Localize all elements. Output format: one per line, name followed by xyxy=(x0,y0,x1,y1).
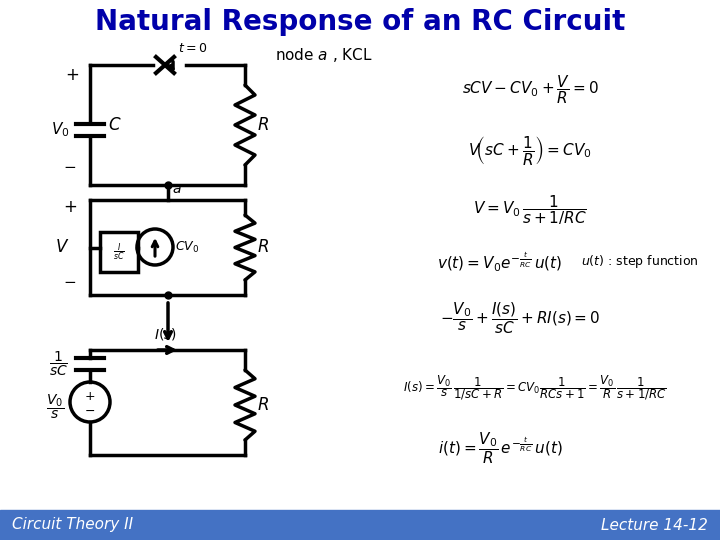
Text: $CV_0$: $CV_0$ xyxy=(175,239,199,254)
Text: $I(s) = \dfrac{V_0}{s}\,\dfrac{1}{1/sC + R} = CV_0\dfrac{1}{RCs+1} = \dfrac{V_0}: $I(s) = \dfrac{V_0}{s}\,\dfrac{1}{1/sC +… xyxy=(403,374,667,402)
Bar xyxy=(0,510,720,540)
Text: $V = V_0\,\dfrac{1}{s + 1/RC}$: $V = V_0\,\dfrac{1}{s + 1/RC}$ xyxy=(473,193,587,227)
Text: $+$: $+$ xyxy=(65,66,79,84)
Text: $+$: $+$ xyxy=(84,390,96,403)
Text: $\dfrac{1}{sC}$: $\dfrac{1}{sC}$ xyxy=(48,350,68,378)
Text: $-\dfrac{V_0}{s} + \dfrac{I(s)}{sC} + RI(s) = 0$: $-\dfrac{V_0}{s} + \dfrac{I(s)}{sC} + RI… xyxy=(440,300,600,336)
Text: Lecture 14-12: Lecture 14-12 xyxy=(601,517,708,532)
Text: $u(t)$ : step function: $u(t)$ : step function xyxy=(581,253,699,271)
Text: $-$: $-$ xyxy=(84,403,96,416)
Text: Circuit Theory II: Circuit Theory II xyxy=(12,517,133,532)
Text: $+$: $+$ xyxy=(63,198,77,216)
Text: $R$: $R$ xyxy=(257,239,269,256)
Text: $I(s)$: $I(s)$ xyxy=(153,326,176,342)
Text: $sCV - CV_0 + \dfrac{V}{R} = 0$: $sCV - CV_0 + \dfrac{V}{R} = 0$ xyxy=(462,73,598,106)
Text: $R$: $R$ xyxy=(257,116,269,134)
Text: $V_0$: $V_0$ xyxy=(50,120,69,139)
Text: node $a$ , KCL: node $a$ , KCL xyxy=(275,46,373,64)
Text: $V$: $V$ xyxy=(55,239,69,256)
Text: $V\!\left(sC + \dfrac{1}{R}\right) = CV_0$: $V\!\left(sC + \dfrac{1}{R}\right) = CV_… xyxy=(468,133,592,166)
Text: $i(t) = \dfrac{V_0}{R}\,e^{-\frac{t}{RC}}\,u(t)$: $i(t) = \dfrac{V_0}{R}\,e^{-\frac{t}{RC}… xyxy=(438,430,562,465)
Text: $\dfrac{V_0}{s}$: $\dfrac{V_0}{s}$ xyxy=(46,393,64,421)
Text: $-$: $-$ xyxy=(63,273,76,288)
Text: $v(t) = V_0 e^{-\frac{t}{RC}}\, u(t)$: $v(t) = V_0 e^{-\frac{t}{RC}}\, u(t)$ xyxy=(437,251,562,274)
Text: $R$: $R$ xyxy=(257,396,269,414)
Bar xyxy=(100,232,138,272)
Text: $a$: $a$ xyxy=(172,182,181,196)
Text: $C$: $C$ xyxy=(108,116,122,134)
Text: $\frac{I}{sC}$: $\frac{I}{sC}$ xyxy=(113,241,125,263)
Text: Natural Response of an RC Circuit: Natural Response of an RC Circuit xyxy=(95,8,625,36)
Text: $-$: $-$ xyxy=(63,158,76,173)
Text: $t=0$: $t=0$ xyxy=(178,42,207,55)
